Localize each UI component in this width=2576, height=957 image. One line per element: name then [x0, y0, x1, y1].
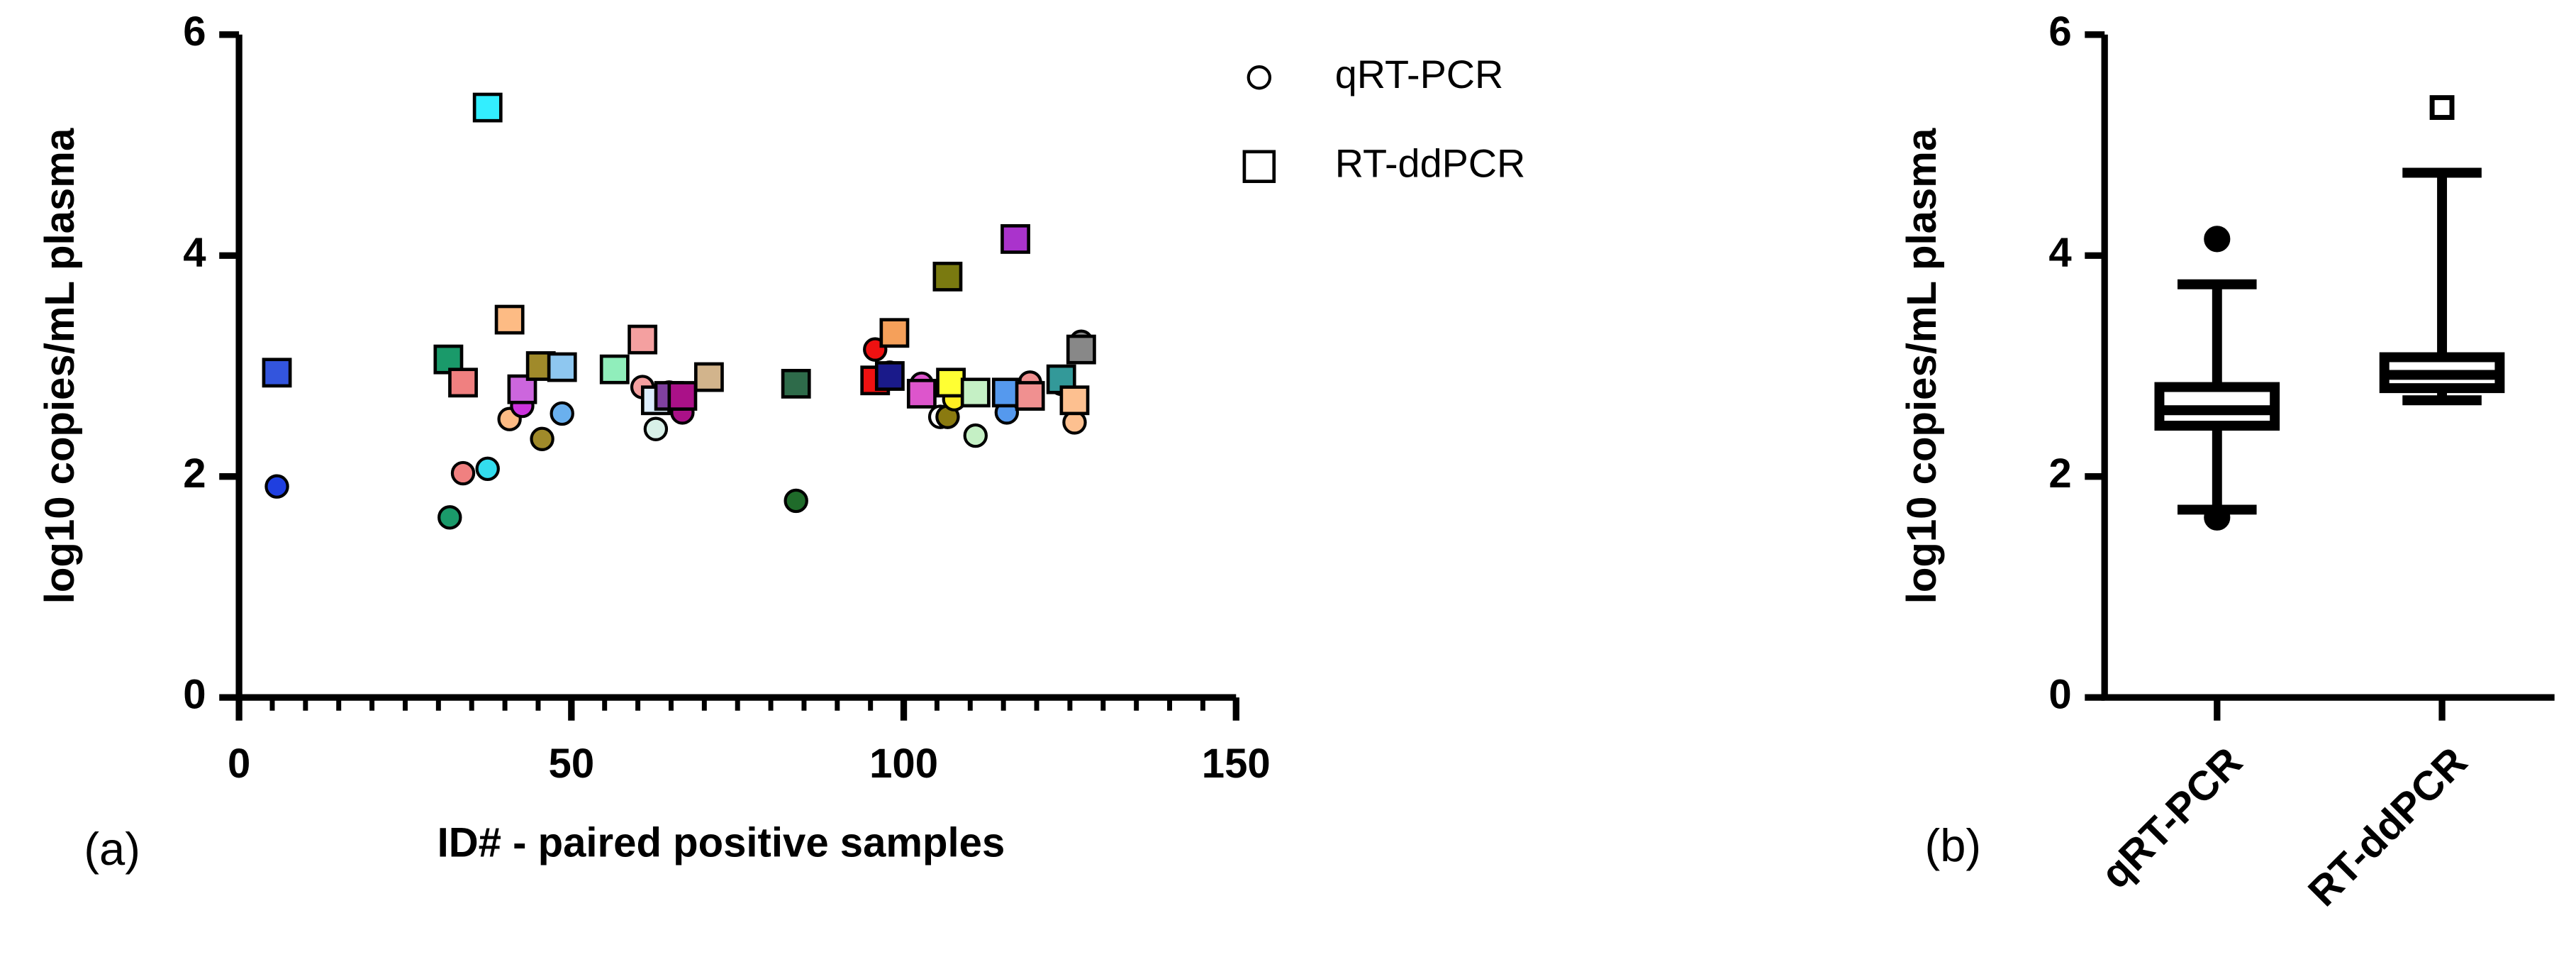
y-axis-title: log10 copies/mL plasma: [37, 128, 83, 604]
legend-label: qRT-PCR: [1335, 52, 1504, 96]
data-point: [472, 92, 503, 123]
x-tick-label: qRT-PCR: [2092, 739, 2251, 897]
x-tick-label: 50: [549, 741, 595, 787]
data-point: [693, 362, 724, 392]
outlier: [2429, 95, 2455, 121]
data-point: [547, 352, 577, 382]
x-tick-label: 100: [869, 741, 938, 787]
y-tick-label: 0: [183, 672, 206, 718]
data-point: [437, 505, 462, 530]
y-tick-label: 6: [183, 9, 206, 55]
panel-label: (a): [84, 823, 140, 875]
data-point: [932, 261, 963, 292]
data-point: [643, 416, 669, 441]
data-point: [1000, 223, 1030, 254]
data-point: [960, 377, 991, 408]
outlier: [2204, 226, 2231, 253]
data-point: [264, 474, 289, 499]
x-tick-label: 0: [228, 741, 250, 787]
y-tick-label: 4: [183, 230, 206, 276]
data-point: [1015, 381, 1045, 411]
data-point: [1059, 385, 1090, 416]
y-tick-label: 0: [2048, 672, 2071, 718]
legend-label: RT-ddPCR: [1335, 141, 1526, 185]
data-point: [879, 318, 910, 348]
x-tick-label: RT-ddPCR: [2299, 739, 2476, 915]
data-point: [667, 381, 698, 411]
data-point: [550, 401, 574, 426]
x-axis-title: ID# - paired positive samples: [437, 820, 1005, 866]
data-point: [874, 361, 905, 391]
data-point: [530, 426, 554, 451]
data-point: [1066, 334, 1096, 365]
data-point: [599, 354, 630, 385]
y-tick-label: 2: [183, 450, 206, 497]
data-point: [628, 324, 658, 355]
x-tick-label: 150: [1202, 741, 1271, 787]
panel-label: (b): [1925, 819, 1982, 871]
data-point: [781, 368, 811, 399]
y-axis-title: log10 copies/mL plasma: [1899, 128, 1945, 604]
y-tick-label: 6: [2048, 9, 2071, 55]
data-point: [906, 378, 937, 409]
data-point: [262, 358, 292, 388]
y-tick-label: 4: [2048, 230, 2071, 276]
data-point: [448, 367, 478, 398]
data-point: [936, 367, 966, 398]
data-point: [494, 304, 525, 335]
data-point: [784, 488, 808, 514]
legend-marker: [1242, 150, 1276, 183]
data-point: [963, 423, 988, 448]
data-point: [450, 460, 476, 486]
outlier: [2204, 504, 2231, 531]
y-tick-label: 2: [2048, 450, 2071, 497]
data-point: [475, 456, 500, 482]
legend-marker: [1247, 65, 1272, 90]
